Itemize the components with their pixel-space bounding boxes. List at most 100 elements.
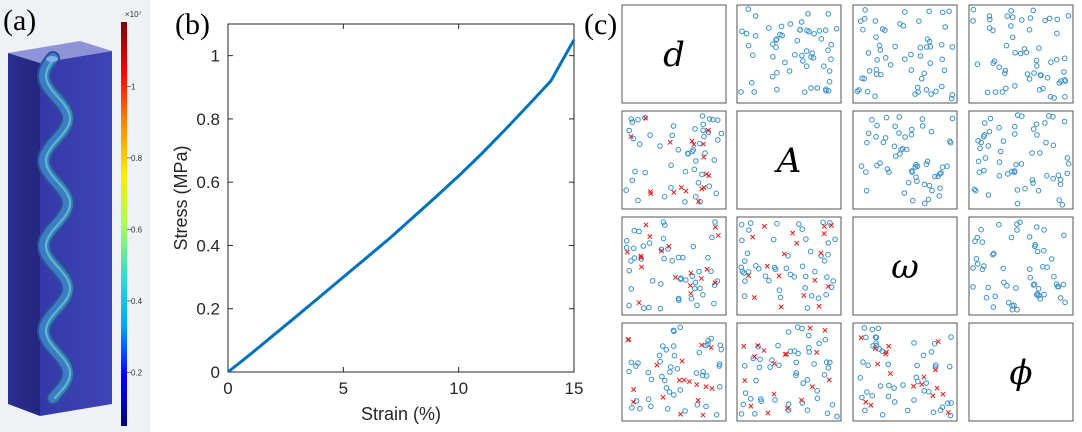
sample-point	[1013, 285, 1019, 291]
failed-sample-marker	[695, 198, 702, 204]
sample-point	[873, 340, 879, 346]
colorbar-tick-label: 0.2	[131, 368, 143, 377]
y-tick-label: 0	[211, 363, 220, 382]
panel-label-c: (c)	[584, 8, 617, 41]
sample-point	[909, 126, 915, 133]
matrix-cell	[736, 110, 842, 210]
plot-area	[227, 23, 575, 373]
sample-point	[1019, 17, 1025, 23]
sample-point	[693, 370, 700, 376]
sample-point	[778, 23, 785, 30]
failed-sample-marker	[704, 266, 710, 272]
sample-point	[1062, 94, 1068, 100]
sample-point	[1012, 83, 1018, 89]
sample-point	[1042, 17, 1048, 24]
sample-point	[755, 343, 762, 350]
sample-point	[927, 44, 934, 50]
failed-sample-marker	[790, 230, 796, 236]
sample-point	[885, 393, 892, 400]
sample-point	[1013, 161, 1019, 168]
failed-sample-marker	[868, 402, 874, 408]
sample-point	[777, 294, 784, 301]
sample-point	[1005, 299, 1012, 306]
sample-point	[766, 277, 772, 284]
sample-point	[981, 120, 988, 126]
sample-point	[692, 126, 698, 132]
sample-point	[742, 258, 748, 264]
sample-point	[628, 116, 635, 122]
sample-point	[825, 47, 831, 54]
sample-point	[1057, 177, 1064, 183]
sample-point	[1004, 283, 1010, 289]
sample-point	[887, 62, 894, 68]
sample-point	[949, 115, 956, 122]
sample-point	[983, 294, 990, 301]
sample-point	[706, 183, 713, 189]
sample-point	[797, 27, 804, 33]
y-tick-label: 0.2	[196, 300, 220, 319]
sample-point	[914, 84, 921, 91]
sample-point	[745, 42, 752, 49]
sample-point	[804, 27, 810, 34]
sample-point	[1000, 265, 1007, 272]
failed-sample-marker	[872, 345, 878, 352]
failed-sample-marker	[771, 391, 777, 397]
sample-point	[992, 293, 999, 300]
sample-point	[974, 61, 981, 67]
sample-point	[803, 63, 810, 69]
sample-point	[668, 184, 674, 191]
sample-point	[752, 33, 759, 39]
failed-sample-marker	[771, 361, 777, 367]
sample-point	[942, 24, 949, 30]
sample-point	[645, 369, 652, 376]
sample-point	[1030, 126, 1037, 132]
sample-point	[658, 246, 665, 253]
sample-point	[646, 304, 652, 311]
sample-point	[752, 411, 758, 417]
sample-point	[910, 197, 916, 204]
sample-point	[866, 68, 873, 74]
sample-point	[1011, 168, 1018, 174]
sample-point	[626, 368, 632, 375]
sample-point	[830, 278, 837, 284]
sample-point	[705, 254, 711, 261]
sample-point	[947, 139, 954, 146]
failed-sample-marker	[705, 127, 711, 133]
sample-point	[1009, 306, 1016, 313]
sample-point	[715, 137, 721, 143]
sample-point	[939, 9, 946, 16]
sample-point	[1021, 46, 1028, 52]
matrix-cell	[968, 216, 1074, 316]
sample-point	[695, 180, 702, 186]
sample-point	[929, 187, 935, 194]
sample-point	[630, 135, 637, 142]
sample-point	[985, 143, 992, 149]
sample-point	[747, 220, 754, 226]
sample-point	[792, 52, 798, 58]
sample-point	[1030, 7, 1036, 14]
sample-point	[632, 168, 638, 175]
sample-point	[897, 151, 903, 157]
sample-point	[713, 412, 720, 418]
sample-point	[877, 383, 884, 389]
sample-point	[984, 89, 991, 96]
sample-point	[645, 396, 652, 403]
sample-point	[661, 255, 667, 262]
sample-point	[660, 219, 667, 225]
sample-point	[949, 44, 956, 50]
sample-point	[873, 34, 879, 40]
sample-point	[635, 116, 641, 123]
sample-point	[814, 388, 821, 394]
failed-sample-marker	[741, 343, 747, 349]
colorbar-tick-label: 0.8	[131, 154, 143, 163]
sample-point	[1037, 72, 1044, 78]
sample-point	[1057, 295, 1064, 301]
sample-point	[856, 87, 862, 93]
sample-point	[690, 147, 697, 153]
sample-point	[802, 89, 808, 95]
sample-point	[936, 193, 943, 199]
sample-point	[886, 169, 892, 175]
sample-point	[990, 251, 996, 258]
sample-point	[877, 160, 883, 166]
x-axis-title: Strain (%)	[361, 404, 441, 424]
